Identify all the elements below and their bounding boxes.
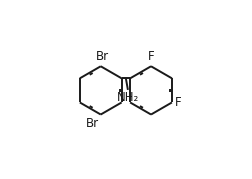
Text: Br: Br xyxy=(86,117,99,130)
Text: Br: Br xyxy=(95,50,108,63)
Text: F: F xyxy=(147,50,154,63)
Text: NH₂: NH₂ xyxy=(116,91,139,104)
Text: F: F xyxy=(175,96,181,109)
